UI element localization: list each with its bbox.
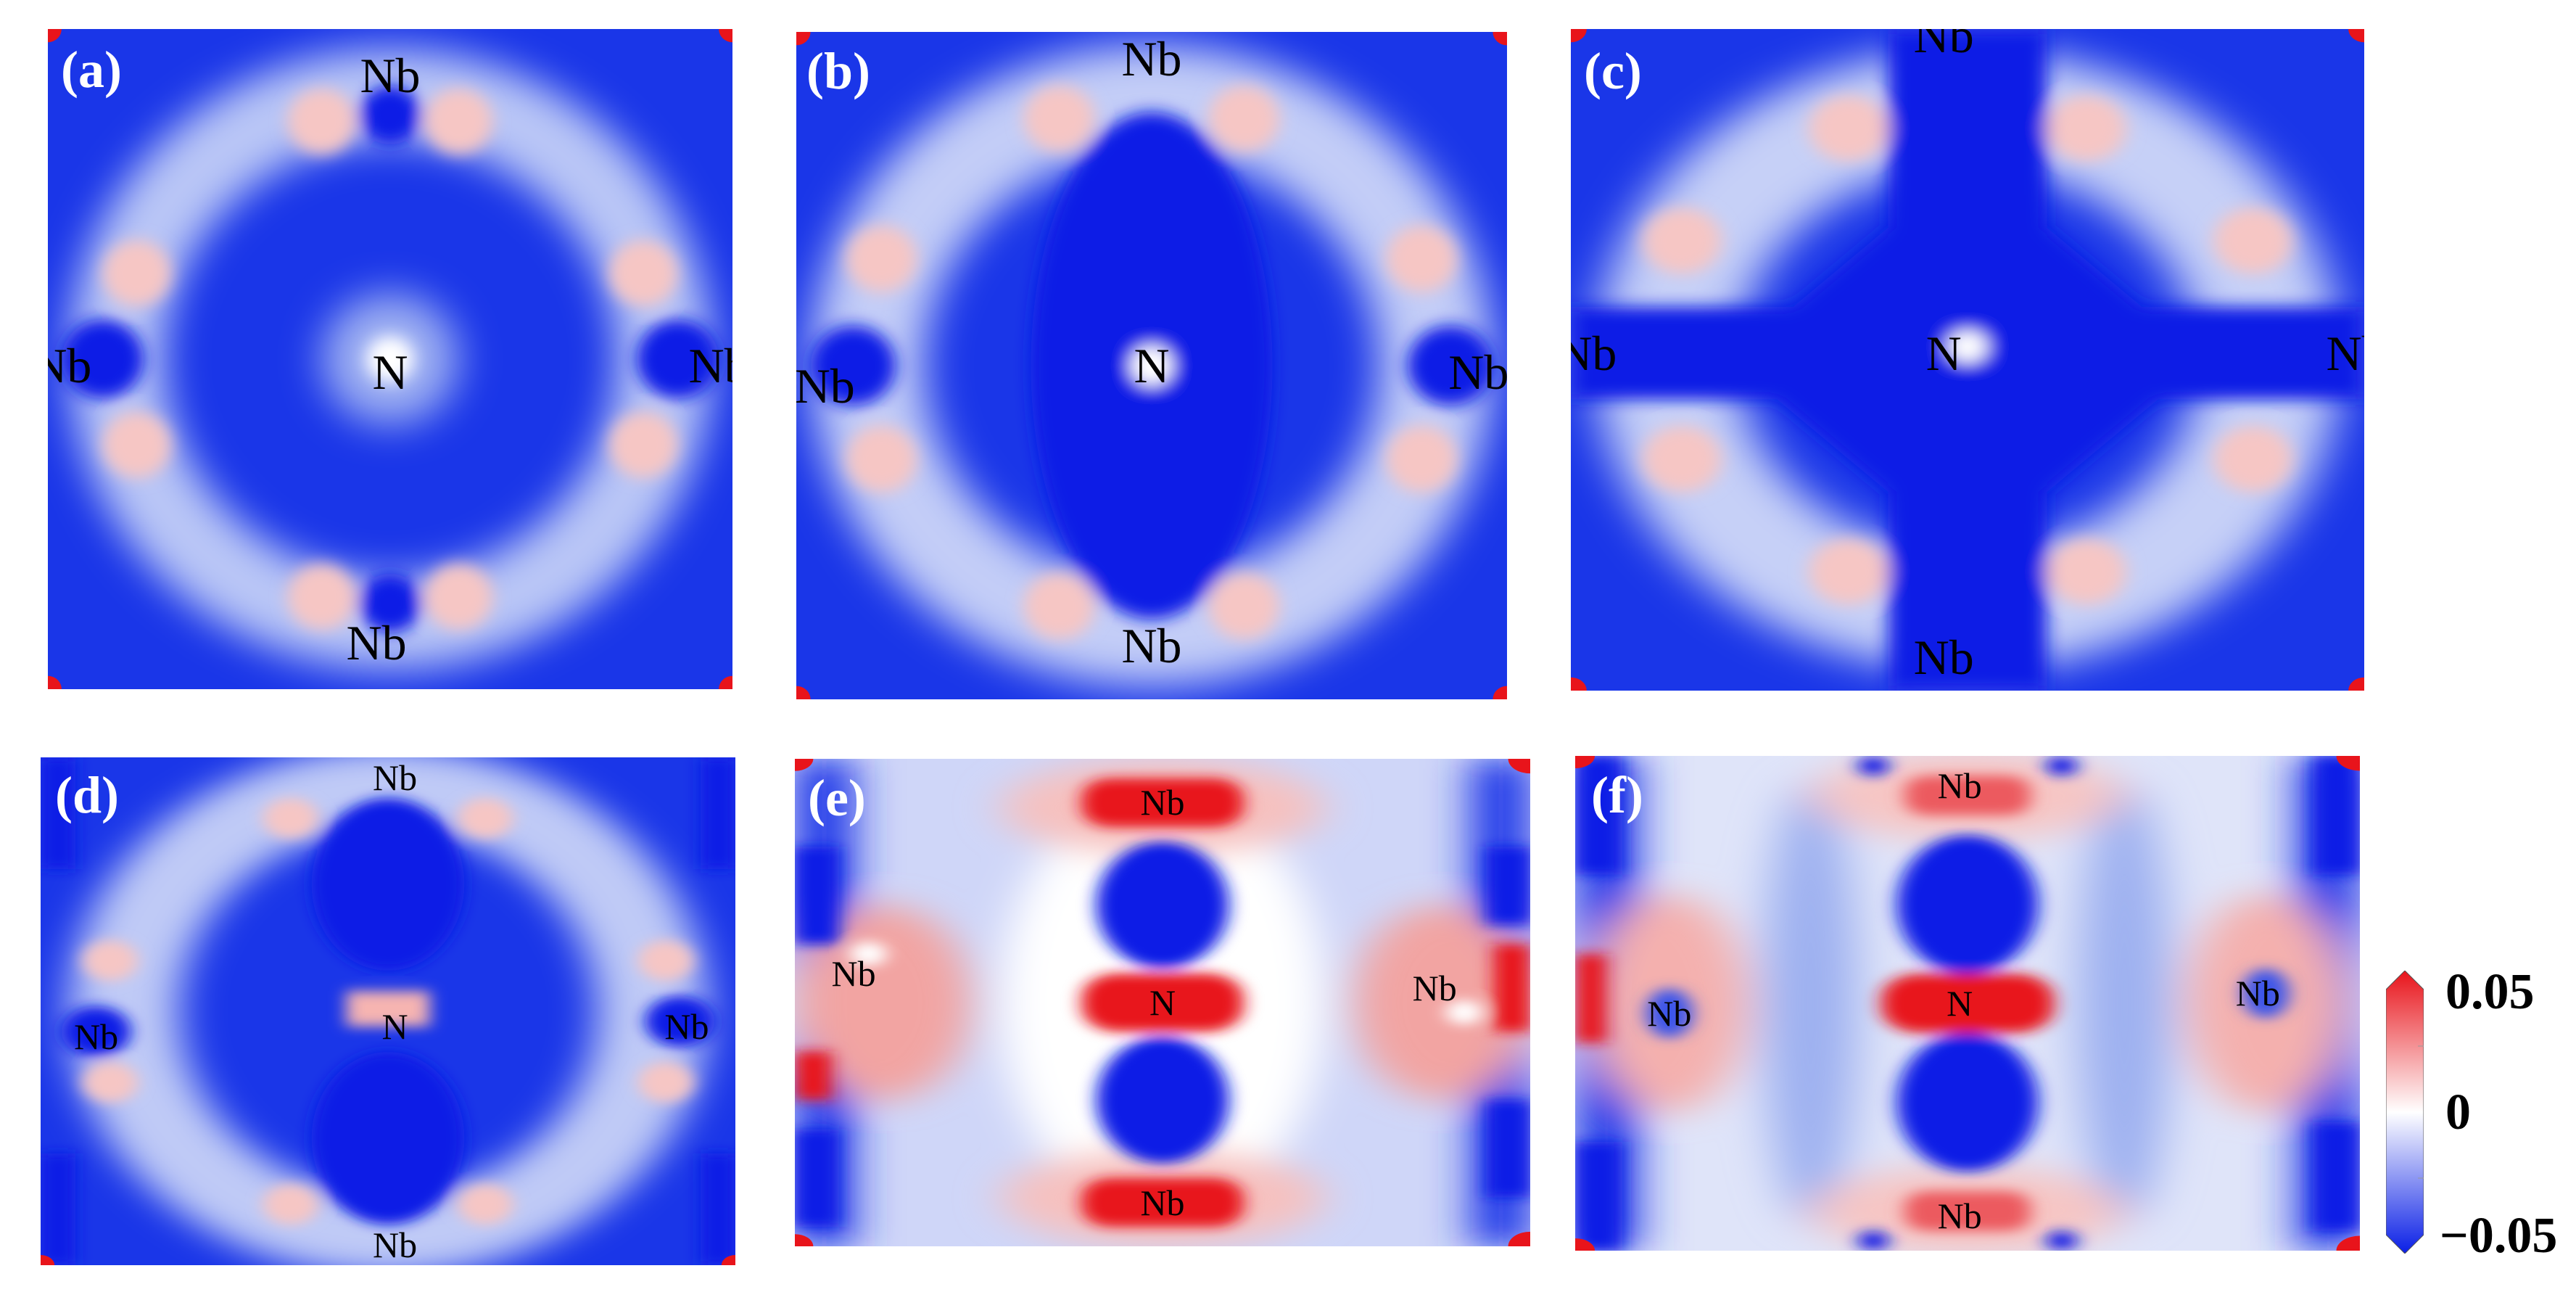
atom-label-top: Nb: [1913, 29, 1974, 64]
panel-d-label: (d): [55, 766, 119, 824]
atom-label-center: N: [381, 1006, 408, 1047]
panel-a: (a) Nb Nb Nb Nb N: [48, 29, 732, 689]
atom-label-center: N: [1947, 983, 1973, 1024]
colorbar-max-label: 0.05: [2445, 964, 2535, 1020]
atom-label-bottom: Nb: [1140, 1182, 1185, 1223]
colorbar: [2386, 971, 2424, 1254]
atom-label-right: Nb: [1448, 345, 1507, 400]
atom-label-top: Nb: [1121, 32, 1182, 86]
panel-e-label: (e): [808, 769, 866, 827]
atom-label-left: Nb: [1647, 992, 1692, 1034]
atom-label-top: Nb: [360, 47, 421, 103]
atom-label-left: Nb: [48, 338, 92, 394]
panel-f-density-map: [1575, 756, 2360, 1251]
panel-b: (b) Nb Nb Nb Nb N: [796, 32, 1507, 699]
panel-a-density-map: [48, 29, 732, 689]
atom-label-center: N: [372, 345, 408, 400]
panel-c-density-map: [1571, 29, 2364, 691]
atom-label-left: Nb: [796, 358, 855, 414]
atom-label-center: N: [1134, 338, 1170, 393]
atom-label-left: Nb: [74, 1016, 119, 1057]
panel-e: (e) Nb Nb Nb Nb N: [795, 759, 1530, 1246]
atom-label-right: Nb: [2326, 325, 2364, 381]
panel-d-density-map: [41, 757, 735, 1265]
atom-label-bottom: Nb: [1913, 630, 1974, 686]
panel-b-density-map: [796, 32, 1507, 699]
panel-f: (f) Nb Nb Nb Nb N: [1575, 756, 2360, 1251]
atom-label-bottom: Nb: [373, 1225, 418, 1265]
atom-label-right: Nb: [664, 1006, 709, 1047]
atom-label-bottom: Nb: [1937, 1196, 1982, 1237]
atom-label-center: N: [1149, 982, 1176, 1023]
atom-label-left: Nb: [831, 953, 876, 994]
panel-f-label: (f): [1591, 766, 1643, 824]
atom-label-top: Nb: [1937, 765, 1982, 806]
atom-label-right: Nb: [2235, 973, 2280, 1014]
colorbar-min-label: −0.05: [2440, 1208, 2558, 1264]
panel-c: (c) Nb Nb Nb Nb N: [1571, 29, 2364, 691]
atom-label-bottom: Nb: [1121, 618, 1182, 674]
atom-label-right: Nb: [688, 338, 732, 394]
panel-b-label: (b): [806, 42, 870, 100]
atom-label-left: Nb: [1571, 325, 1617, 381]
panel-a-label: (a): [61, 41, 122, 99]
panel-e-density-map: [795, 759, 1530, 1246]
panel-d: (d) Nb Nb Nb Nb N: [41, 757, 735, 1265]
atom-label-top: Nb: [373, 757, 418, 798]
colorbar-mid-label: 0: [2445, 1085, 2471, 1140]
atom-label-top: Nb: [1140, 782, 1185, 823]
atom-label-right: Nb: [1412, 967, 1457, 1008]
atom-label-center: N: [1925, 325, 1962, 381]
panel-c-label: (c): [1584, 42, 1642, 100]
atom-label-bottom: Nb: [346, 615, 407, 671]
